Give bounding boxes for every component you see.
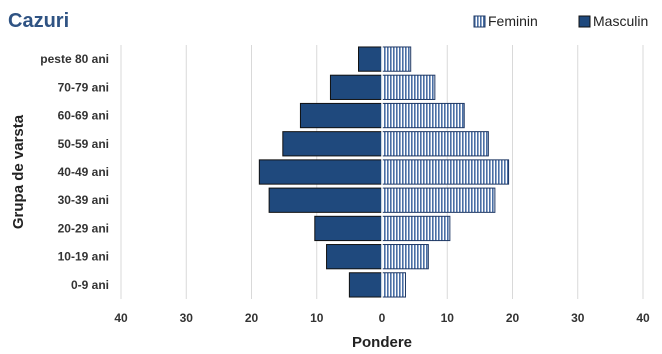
bars (259, 45, 508, 299)
bar-feminin (382, 160, 509, 184)
x-tick-labels: 40 30 20 10 0 10 20 30 40 (114, 311, 650, 325)
bar-feminin (382, 132, 488, 156)
bar-feminin (382, 188, 495, 212)
x-tick-label: 20 (506, 311, 520, 325)
category-label: peste 80 ani (40, 52, 109, 66)
bar-masculin (300, 103, 382, 127)
x-tick-label: 0 (379, 311, 386, 325)
bar-masculin (327, 245, 382, 269)
x-tick-label: 30 (180, 311, 194, 325)
category-labels: 0-9 ani 10-19 ani 20-29 ani 30-39 ani 40-49 … (40, 52, 109, 292)
x-tick-label: 10 (310, 311, 324, 325)
bar-feminin (382, 273, 405, 297)
category-label: 60-69 ani (58, 109, 109, 123)
bar-feminin (382, 216, 450, 240)
legend-swatch-masculin (579, 16, 590, 27)
bar-feminin (382, 245, 428, 269)
legend-label-feminin: Feminin (488, 13, 538, 29)
chart-title: Cazuri (8, 10, 69, 32)
y-axis-title: Grupa de varsta (10, 114, 27, 229)
category-label: 70-79 ani (58, 80, 109, 94)
category-label: 30-39 ani (58, 193, 109, 207)
bar-masculin (359, 47, 382, 71)
category-label: 50-59 ani (58, 137, 109, 151)
bar-masculin (269, 188, 382, 212)
x-tick-label: 20 (245, 311, 259, 325)
bar-masculin (259, 160, 382, 184)
category-label: 0-9 ani (71, 278, 109, 292)
bar-masculin (315, 216, 382, 240)
category-label: 40-49 ani (58, 165, 109, 179)
bar-feminin (382, 47, 411, 71)
legend-swatch-feminin (474, 16, 485, 27)
bar-masculin (283, 132, 382, 156)
legend: Feminin Masculin (474, 13, 648, 29)
category-label: 10-19 ani (58, 250, 109, 264)
bar-masculin (349, 273, 382, 297)
bar-masculin (330, 75, 382, 99)
bar-feminin (382, 103, 464, 127)
x-tick-label: 40 (636, 311, 650, 325)
x-tick-label: 30 (571, 311, 585, 325)
bar-feminin (382, 75, 435, 99)
x-axis-title: Pondere (352, 334, 412, 351)
x-tick-label: 40 (114, 311, 128, 325)
x-tick-label: 10 (441, 311, 455, 325)
legend-label-masculin: Masculin (593, 13, 648, 29)
category-label: 20-29 ani (58, 221, 109, 235)
